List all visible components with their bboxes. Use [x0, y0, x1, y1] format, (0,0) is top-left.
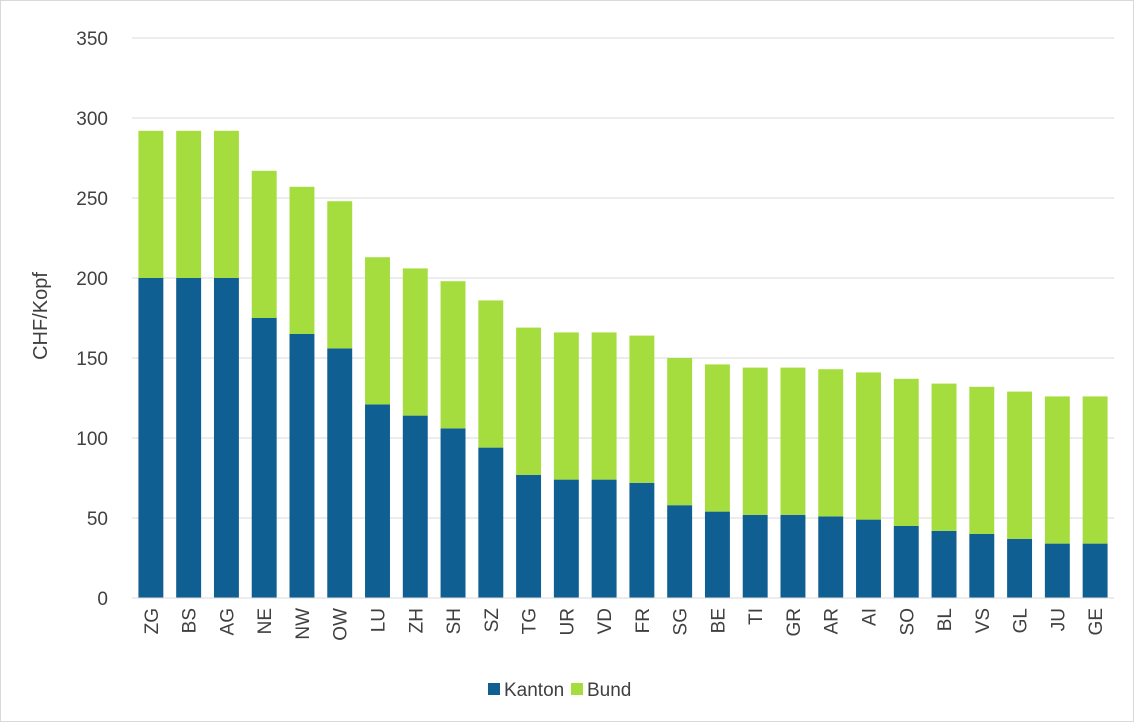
bar-bund-zh	[402, 268, 428, 416]
bar-kanton-sg	[667, 505, 693, 598]
bar-kanton-sz	[478, 447, 504, 598]
bar-kanton-ne	[251, 318, 277, 598]
bar-kanton-ur	[553, 479, 579, 598]
legend-label-bund: Bund	[587, 680, 631, 701]
y-axis-ticks: 0 50 100 150 200 250 300 350	[76, 29, 108, 610]
x-tick-label-sh: SH	[444, 608, 465, 634]
y-axis-title: CHF/Kopf	[30, 272, 52, 360]
bar-bund-ag	[213, 130, 239, 278]
bar-bund-bl	[931, 383, 957, 531]
bar-bund-nw	[289, 186, 315, 334]
bar-kanton-be	[704, 511, 730, 598]
x-tick-label-vd: VD	[595, 608, 616, 634]
bar-kanton-so	[893, 526, 919, 598]
bar-bund-vd	[591, 332, 617, 480]
bar-bund-ge	[1082, 396, 1108, 544]
bar-kanton-nw	[289, 334, 315, 598]
bar-bund-gl	[1007, 391, 1033, 539]
bar-kanton-ar	[818, 516, 844, 598]
bar-kanton-lu	[365, 404, 390, 598]
x-tick-label-ar: AR	[822, 608, 843, 634]
y-tick-label: 350	[76, 29, 108, 50]
bar-bund-be	[704, 364, 730, 512]
bar-bund-so	[893, 378, 919, 526]
y-tick-label: 150	[76, 349, 108, 370]
x-tick-label-tg: TG	[520, 608, 541, 634]
x-tick-label-so: SO	[897, 608, 918, 635]
bar-kanton-ai	[856, 519, 881, 598]
bar-bund-ow	[327, 201, 353, 349]
legend-swatch-bund	[571, 683, 583, 695]
x-axis-ticks: ZG BS AG NE NW OW LU ZH SH SZ TG UR VD FR SG BE TI GR AR AI…	[142, 608, 1107, 641]
bar-kanton-bs	[176, 278, 202, 598]
x-tick-label-be: BE	[708, 608, 729, 633]
bar-bund-zg	[138, 130, 164, 278]
bar-bund-fr	[629, 335, 655, 483]
bar-kanton-bl	[931, 530, 957, 598]
bar-bund-ju	[1044, 396, 1070, 544]
legend: Kanton Bund	[488, 680, 631, 701]
bar-bund-ti	[742, 367, 768, 515]
bar-bund-bs	[176, 130, 202, 278]
bar-bund-ar	[818, 369, 844, 517]
y-tick-label: 100	[76, 429, 108, 450]
bar-kanton-sh	[440, 428, 466, 598]
bars	[138, 130, 1108, 598]
x-tick-label-gr: GR	[784, 608, 805, 637]
legend-label-kanton: Kanton	[504, 680, 564, 701]
bar-kanton-zg	[138, 278, 164, 598]
bar-bund-sz	[478, 300, 504, 448]
bar-kanton-ti	[742, 514, 768, 598]
x-tick-label-lu: LU	[369, 608, 390, 632]
bar-bund-gr	[780, 367, 806, 515]
x-tick-label-ai: AI	[860, 608, 881, 626]
bar-kanton-ag	[213, 278, 239, 598]
legend-swatch-kanton	[488, 683, 500, 695]
x-tick-label-bl: BL	[935, 608, 956, 631]
bar-kanton-vd	[591, 479, 617, 598]
bar-bund-ai	[856, 372, 881, 520]
x-tick-label-fr: FR	[633, 608, 654, 633]
y-tick-label: 0	[97, 589, 108, 610]
bar-bund-sh	[440, 281, 466, 429]
x-tick-label-ne: NE	[255, 608, 276, 634]
x-tick-label-ag: AG	[217, 608, 238, 635]
y-tick-label: 50	[87, 509, 108, 530]
bar-kanton-gr	[780, 514, 806, 598]
bar-kanton-ow	[327, 348, 353, 598]
x-tick-label-gl: GL	[1011, 608, 1032, 633]
bar-bund-ne	[251, 170, 277, 318]
x-tick-label-nw: NW	[293, 608, 314, 640]
bar-kanton-vs	[969, 534, 995, 598]
x-tick-label-ge: GE	[1086, 608, 1107, 635]
x-tick-label-zg: ZG	[142, 608, 163, 634]
y-tick-label: 250	[76, 189, 108, 210]
x-tick-label-ju: JU	[1048, 608, 1069, 631]
bar-kanton-zh	[402, 415, 428, 598]
bar-bund-lu	[365, 257, 390, 405]
x-tick-label-zh: ZH	[406, 608, 427, 633]
x-tick-label-vs: VS	[973, 608, 994, 633]
bar-kanton-ge	[1082, 543, 1108, 598]
y-tick-label: 300	[76, 109, 108, 130]
bar-kanton-tg	[516, 474, 542, 598]
bar-kanton-gl	[1007, 538, 1033, 598]
bar-bund-ur	[553, 332, 579, 480]
bar-bund-sg	[667, 358, 693, 506]
x-tick-label-sz: SZ	[482, 608, 503, 633]
bar-bund-vs	[969, 386, 995, 534]
x-tick-label-ti: TI	[746, 608, 767, 625]
gridlines	[132, 37, 1114, 519]
x-tick-label-ow: OW	[331, 608, 352, 641]
x-tick-label-sg: SG	[671, 608, 692, 635]
y-tick-label: 200	[76, 269, 108, 290]
x-tick-label-bs: BS	[180, 608, 201, 633]
bar-bund-tg	[516, 327, 542, 475]
bar-kanton-ju	[1044, 543, 1070, 598]
bar-kanton-fr	[629, 482, 655, 598]
x-tick-label-ur: UR	[557, 608, 578, 635]
